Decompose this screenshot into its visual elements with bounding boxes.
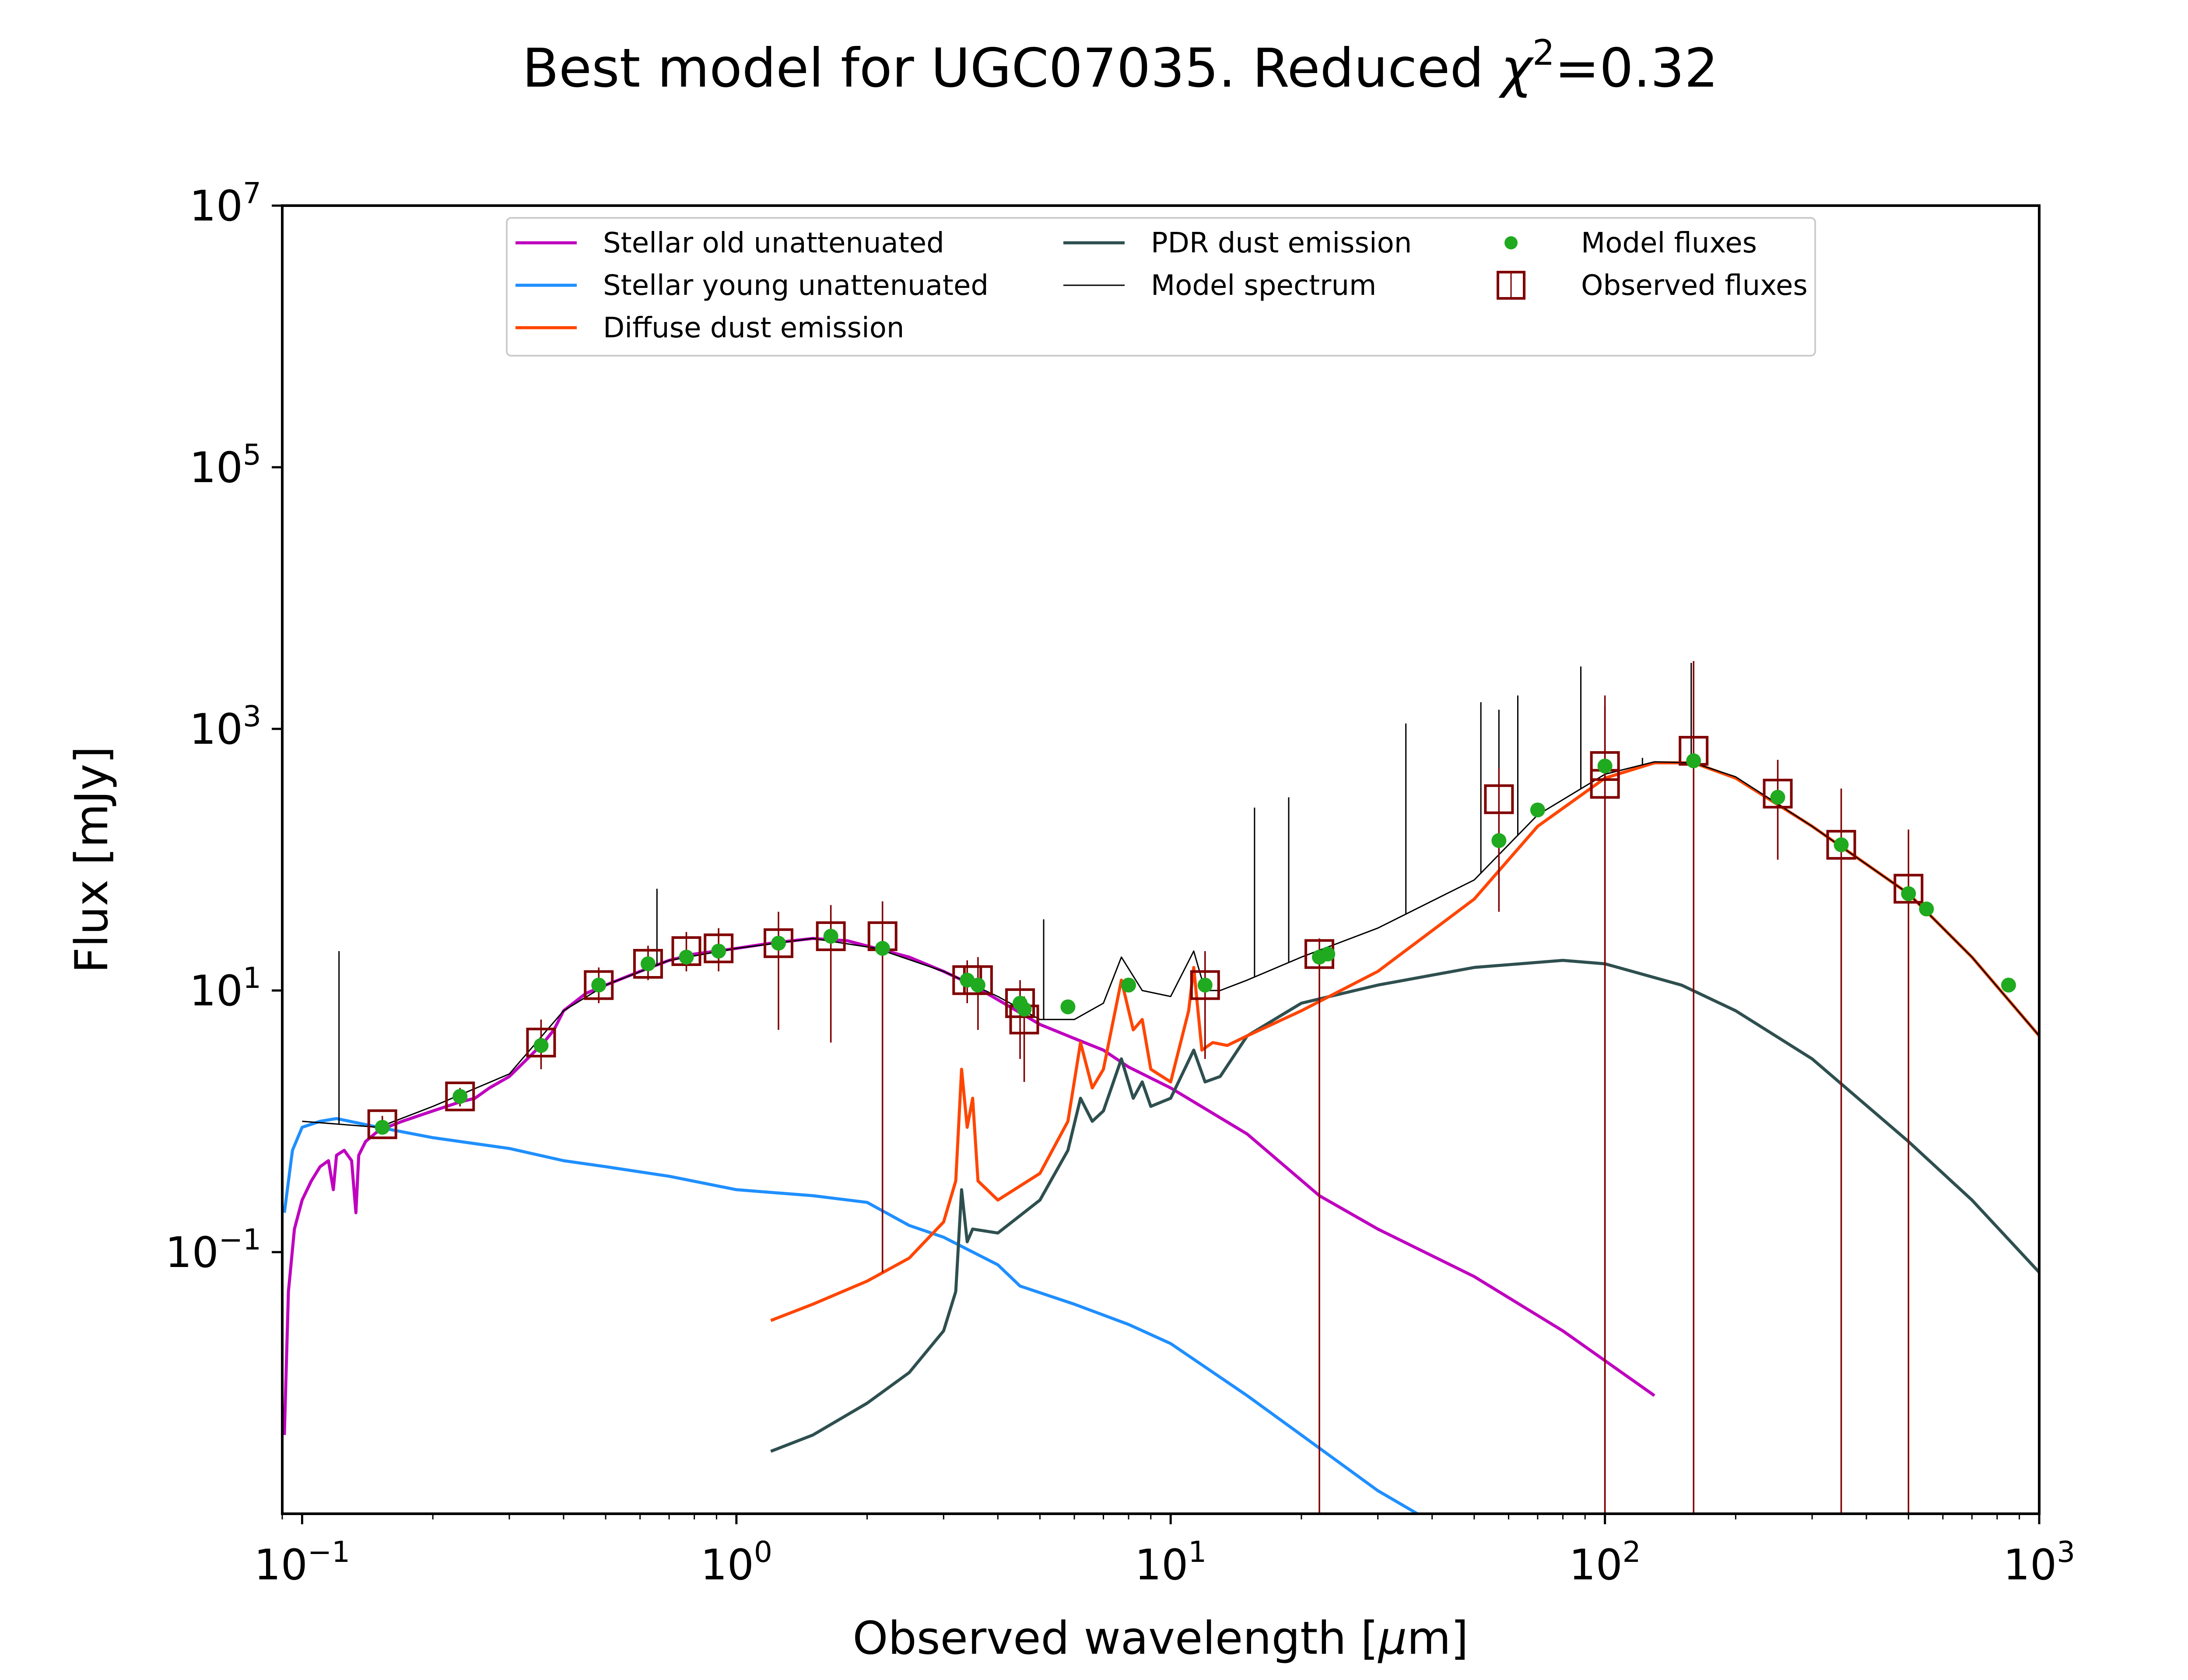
x-tick-label-2: 101 bbox=[1135, 1535, 1206, 1589]
observed-flux-12 bbox=[1005, 988, 1035, 1018]
x-tick-label-1: 100 bbox=[701, 1535, 772, 1589]
model-flux-14 bbox=[1060, 999, 1076, 1015]
observed-flux-5 bbox=[671, 936, 701, 966]
model-flux-15 bbox=[1121, 977, 1136, 993]
legend: Stellar old unattenuated Stellar young un… bbox=[506, 217, 1816, 357]
series-pdr-dust-emission bbox=[770, 959, 2039, 1453]
model-flux-23 bbox=[1770, 790, 1785, 805]
observed-flux-7 bbox=[763, 928, 793, 958]
observed-flux-4 bbox=[633, 948, 663, 979]
plot-area bbox=[283, 661, 2039, 1514]
model-flux-0 bbox=[375, 1120, 390, 1135]
legend-item-observed-fluxes: Observed fluxes bbox=[1497, 270, 1808, 302]
y-axis-label: Flux [mJy] bbox=[66, 746, 118, 973]
observed-flux-22 bbox=[1893, 874, 1924, 904]
x-tick-label-0: 10−1 bbox=[254, 1535, 350, 1589]
legend-label-stellar-old-unattenuated: Stellar old unattenuated bbox=[603, 227, 944, 259]
legend-label-diffuse-dust-emission: Diffuse dust emission bbox=[603, 312, 904, 344]
series-stellar-young-unattenuated bbox=[283, 1117, 1418, 1514]
model-flux-7 bbox=[771, 935, 786, 951]
model-flux-4 bbox=[640, 956, 656, 971]
model-flux-18 bbox=[1320, 946, 1336, 962]
title-sup: 2 bbox=[1532, 32, 1555, 73]
y-tick-label-1: 101 bbox=[189, 961, 261, 1015]
legend-label-pdr-dust-emission: PDR dust emission bbox=[1151, 227, 1412, 259]
x-axis: 10−1 100 101 102 103 bbox=[254, 1514, 2075, 1589]
series-stellar-old-unattenuated bbox=[283, 937, 1655, 1435]
y-tick-label-4: 107 bbox=[189, 176, 261, 231]
model-flux-26 bbox=[1919, 901, 1934, 917]
model-flux-21 bbox=[1597, 758, 1613, 774]
model-flux-22 bbox=[1686, 753, 1701, 768]
legend-box bbox=[506, 217, 1816, 357]
model-flux-3 bbox=[591, 977, 607, 993]
observed-flux-1 bbox=[445, 1082, 475, 1112]
model-flux-13 bbox=[1017, 1001, 1032, 1017]
plot-frame bbox=[281, 204, 2041, 1515]
legend-label-model-fluxes: Model fluxes bbox=[1581, 227, 1757, 259]
observed-flux-18 bbox=[1590, 751, 1620, 781]
y-axis: 10−1 101 103 105 107 bbox=[165, 176, 282, 1277]
legend-item-pdr-dust-emission: PDR dust emission bbox=[1063, 227, 1412, 259]
model-flux-19 bbox=[1491, 833, 1507, 848]
y-tick-label-0: 10−1 bbox=[165, 1223, 261, 1277]
xlabel-prefix: Observed wavelength [ bbox=[852, 1612, 1378, 1665]
model-flux-25 bbox=[1901, 886, 1916, 901]
legend-label-stellar-young-unattenuated: Stellar young unattenuated bbox=[603, 270, 989, 302]
series-model-spectrum bbox=[302, 761, 2039, 1128]
observed-flux-16 bbox=[1484, 784, 1514, 814]
model-flux-16 bbox=[1197, 977, 1213, 993]
model-flux-5 bbox=[679, 949, 694, 965]
observed-flux-8 bbox=[816, 921, 846, 951]
observed-flux-0 bbox=[367, 1109, 397, 1139]
model-flux-2 bbox=[533, 1038, 549, 1053]
model-flux-27 bbox=[2001, 977, 2016, 993]
observed-flux-6 bbox=[704, 933, 734, 963]
model-flux-24 bbox=[1834, 837, 1849, 852]
legend-item-stellar-young-unattenuated: Stellar young unattenuated bbox=[515, 270, 989, 302]
model-flux-1 bbox=[452, 1089, 468, 1104]
observed-flux-21 bbox=[1826, 830, 1856, 860]
x-axis-label: Observed wavelength [μm] bbox=[852, 1612, 1468, 1665]
xlabel-mu: μ bbox=[1378, 1612, 1407, 1665]
legend-item-stellar-old-unattenuated: Stellar old unattenuated bbox=[515, 227, 944, 259]
observed-flux-20 bbox=[1763, 778, 1793, 808]
model-flux-8 bbox=[823, 928, 838, 944]
title-suffix: =0.32 bbox=[1555, 37, 1718, 99]
x-tick-label-3: 102 bbox=[1569, 1535, 1641, 1589]
model-flux-6 bbox=[711, 943, 726, 959]
title-prefix: Best model for UGC07035. Reduced bbox=[522, 37, 1501, 99]
y-tick-label-2: 103 bbox=[189, 700, 261, 754]
legend-item-model-fluxes: Model fluxes bbox=[1504, 227, 1757, 259]
title-chi: χ bbox=[1498, 37, 1534, 99]
model-flux-20 bbox=[1530, 802, 1545, 818]
legend-item-model-spectrum: Model spectrum bbox=[1063, 270, 1376, 302]
observed-flux-2 bbox=[526, 1027, 556, 1057]
legend-label-model-spectrum: Model spectrum bbox=[1151, 270, 1376, 302]
legend-label-observed-fluxes: Observed fluxes bbox=[1581, 270, 1808, 302]
x-tick-label-4: 103 bbox=[2003, 1535, 2075, 1589]
legend-item-diffuse-dust-emission: Diffuse dust emission bbox=[515, 312, 904, 344]
series-diffuse-dust-emission bbox=[770, 761, 2039, 1322]
model-flux-11 bbox=[970, 977, 985, 993]
chart-title: Best model for UGC07035. Reduced χ2=0.32 bbox=[522, 32, 1718, 99]
observed-flux-14 bbox=[1190, 970, 1220, 1000]
y-tick-label-3: 105 bbox=[189, 438, 261, 492]
model-flux-9 bbox=[875, 941, 890, 956]
legend-swatch-model-fluxes bbox=[1504, 236, 1518, 249]
xlabel-suffix: m] bbox=[1407, 1612, 1469, 1665]
observed-flux-3 bbox=[584, 970, 614, 1000]
